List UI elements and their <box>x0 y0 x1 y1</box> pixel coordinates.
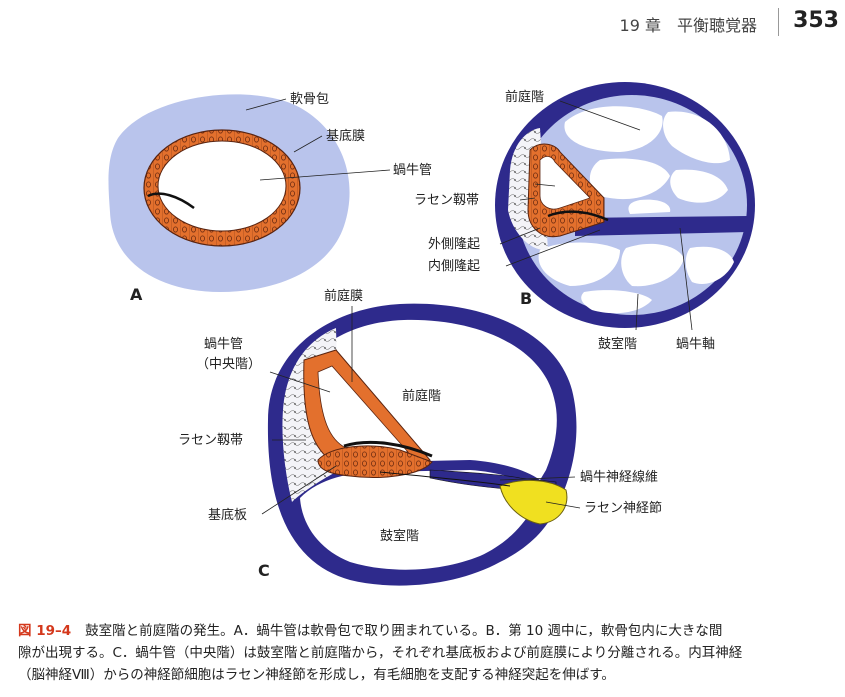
space-2-b <box>663 111 730 164</box>
label-ganglion-c: ラセン神経節 <box>584 501 662 516</box>
label-basilar-a: 基底膜 <box>326 128 365 144</box>
panel-a-drawing <box>108 94 391 292</box>
modiolus-b <box>575 216 748 236</box>
caption-text-1: 鼓室階と前庭階の発生。A．蝸牛管は軟骨包で取り囲まれている。B．第 10 週中に… <box>85 623 723 639</box>
label-modiolus-b: 蝸牛軸 <box>676 337 715 352</box>
leader-outer-b <box>499 227 541 245</box>
label-ligament-c: ラセン靱帯 <box>178 433 243 448</box>
leader-duct-a <box>259 169 391 181</box>
tectorial-membrane-c <box>343 440 433 458</box>
label-duct-a: 蝸牛管 <box>393 163 432 178</box>
panel-c-drawing <box>261 303 581 586</box>
space-6-b <box>538 242 620 286</box>
space-9-b <box>581 290 652 314</box>
spiral-ganglion-c <box>499 479 568 525</box>
scala-tympani-c <box>300 470 540 570</box>
nerve-strand-c <box>379 471 511 487</box>
header-divider <box>778 8 779 36</box>
panel-label-c: C <box>258 561 270 580</box>
caption-label: 図 19–4 <box>18 623 72 639</box>
label-outer-b: 外側隆起 <box>428 237 480 252</box>
cochlear-duct-lumen-a <box>157 140 287 232</box>
figure-caption: 図 19–4 鼓室階と前庭階の発生。A．蝸牛管は軟骨包で取り囲まれている。B．第 … <box>18 620 830 686</box>
label-vm-c: 前庭膜 <box>324 288 363 304</box>
space-4-b <box>670 169 728 203</box>
panel-b-drawing <box>495 82 755 331</box>
label-ligament-b: ラセン靱帯 <box>414 193 479 208</box>
duct-ridge-a <box>147 192 195 210</box>
leader-ligament-b <box>519 197 536 201</box>
leader-st-b <box>635 293 639 331</box>
label-sv-c: 前庭階 <box>402 388 441 404</box>
label-st-c: 鼓室階 <box>380 528 419 544</box>
page-number: 353 <box>793 8 839 33</box>
leader-duct-c <box>269 371 331 393</box>
duct-ridge-b <box>547 210 609 222</box>
leader-inner-b <box>505 229 601 267</box>
leader-ganglion-c <box>545 501 581 509</box>
leader-sv-b <box>559 100 641 131</box>
label-sv-b: 前庭階 <box>505 89 544 105</box>
leader-basilar-c <box>261 465 337 515</box>
space-8-b <box>685 246 734 284</box>
panel-label-a: A <box>130 285 143 304</box>
caption-line-3: （脳神経Ⅷ）からの神経節細胞はラセン神経節を形成し，有毛細胞を支配する神経突起を… <box>18 667 615 683</box>
chapter-title: 19 章 平衡聴覚器 <box>619 16 757 35</box>
space-3-b <box>589 158 670 200</box>
label-st-b: 鼓室階 <box>598 336 637 352</box>
space-5-b <box>628 199 671 214</box>
figure-illustration: 軟骨包 基底膜 蝸牛管 A 前庭階 ラセン靱帯 外側隆起 内側隆起 鼓室階 蝸牛… <box>108 82 755 586</box>
cochlear-lumen-b <box>539 156 591 210</box>
label-duct-c-1: 蝸牛管 <box>204 337 243 352</box>
page-header: 19 章 平衡聴覚器 353 <box>0 8 845 38</box>
caption-line-2: 隙が出現する。C．蝸牛管（中央階）は鼓室階と前庭階から，それぞれ基底板および前庭… <box>18 645 743 661</box>
leader-modiolus-b <box>679 227 693 331</box>
leader-basilar-a <box>293 135 323 153</box>
space-7-b <box>621 243 684 287</box>
label-basilar-c: 基底板 <box>208 507 247 523</box>
space-1-b <box>564 106 663 152</box>
label-fibers-c: 蝸牛神経線維 <box>580 469 658 485</box>
leader-duct-b <box>534 183 556 187</box>
organ-of-corti-c <box>317 445 433 478</box>
label-inner-b: 内側隆起 <box>428 258 480 274</box>
label-cartilage-a: 軟骨包 <box>290 91 329 107</box>
leader-fibers-c <box>499 476 576 481</box>
panel-label-b: B <box>520 289 532 308</box>
leader-cartilage-a <box>245 98 287 111</box>
caption-line-1: 図 19–4 鼓室階と前庭階の発生。A．蝸牛管は軟骨包で取り囲まれている。B．第 … <box>18 620 830 642</box>
label-duct-c-2: （中央階） <box>196 357 261 372</box>
